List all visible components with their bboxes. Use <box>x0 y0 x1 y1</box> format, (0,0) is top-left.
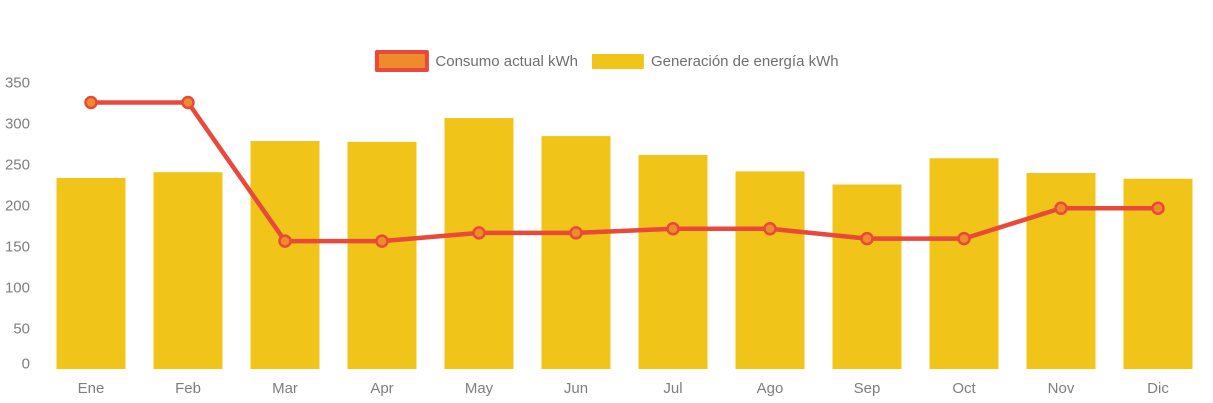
x-axis-tick-label: Oct <box>952 380 976 397</box>
line-marker-nov[interactable] <box>1054 201 1068 216</box>
line-marker-ago[interactable] <box>763 222 777 236</box>
generacion-legend-label: Generación de energía kWh <box>650 52 839 70</box>
line-marker-sep[interactable] <box>860 231 874 246</box>
legend: Consumo actual kWh Generación de energía… <box>374 50 839 72</box>
x-axis-tick-label: Sep <box>854 380 881 397</box>
bar-oct[interactable] <box>929 158 999 369</box>
x-axis-tick-label: Jun <box>564 380 588 397</box>
line-marker-dic[interactable] <box>1151 201 1165 216</box>
y-axis-tick-label: 100 <box>5 279 30 296</box>
line-marker-ene[interactable] <box>84 95 98 110</box>
x-axis-tick-label: Apr <box>370 380 393 397</box>
y-axis-tick-label: 200 <box>5 197 30 214</box>
line-marker-feb[interactable] <box>181 95 195 110</box>
generacion-legend-swatch-icon <box>591 53 644 69</box>
bar-ago[interactable] <box>735 171 805 369</box>
line-marker-may[interactable] <box>472 226 486 240</box>
x-axis-tick-label: Dic <box>1147 380 1169 397</box>
bar-ene[interactable] <box>56 177 126 369</box>
x-axis-tick-label: Nov <box>1048 380 1075 397</box>
line-marker-jul[interactable] <box>666 222 680 236</box>
x-axis-tick-label: Ene <box>78 380 105 397</box>
y-axis-tick-label: 250 <box>5 156 30 173</box>
y-axis-tick-label: 350 <box>5 74 30 91</box>
x-axis-tick-label: May <box>465 380 494 397</box>
y-axis-tick-label: 50 <box>13 320 30 337</box>
x-axis-tick-label: Ago <box>757 380 784 397</box>
x-axis-tick-label: Mar <box>272 380 298 397</box>
y-axis-tick-label: 150 <box>5 238 30 255</box>
x-axis-tick-label: Jul <box>663 380 682 397</box>
line-marker-apr[interactable] <box>375 234 389 248</box>
bar-jul[interactable] <box>638 154 708 369</box>
x-axis-tick-label: Feb <box>175 380 201 397</box>
y-axis-tick-label: 0 <box>22 355 30 372</box>
bar-apr[interactable] <box>347 141 417 369</box>
bar-mar[interactable] <box>250 141 320 369</box>
bar-sep[interactable] <box>832 184 902 370</box>
legend-item-consumo[interactable]: Consumo actual kWh <box>374 50 578 72</box>
line-marker-mar[interactable] <box>278 234 292 248</box>
consumo-legend-swatch-icon <box>374 50 429 72</box>
consumo-legend-label: Consumo actual kWh <box>435 52 578 70</box>
legend-item-generacion[interactable]: Generación de energía kWh <box>591 52 839 70</box>
bar-jun[interactable] <box>541 136 611 369</box>
y-axis-tick-label: 300 <box>5 115 30 132</box>
consumption-line <box>88 100 1161 244</box>
line-marker-jun[interactable] <box>569 226 583 240</box>
bar-may[interactable] <box>444 118 514 369</box>
bar-feb[interactable] <box>153 172 223 369</box>
line-marker-oct[interactable] <box>957 231 971 246</box>
